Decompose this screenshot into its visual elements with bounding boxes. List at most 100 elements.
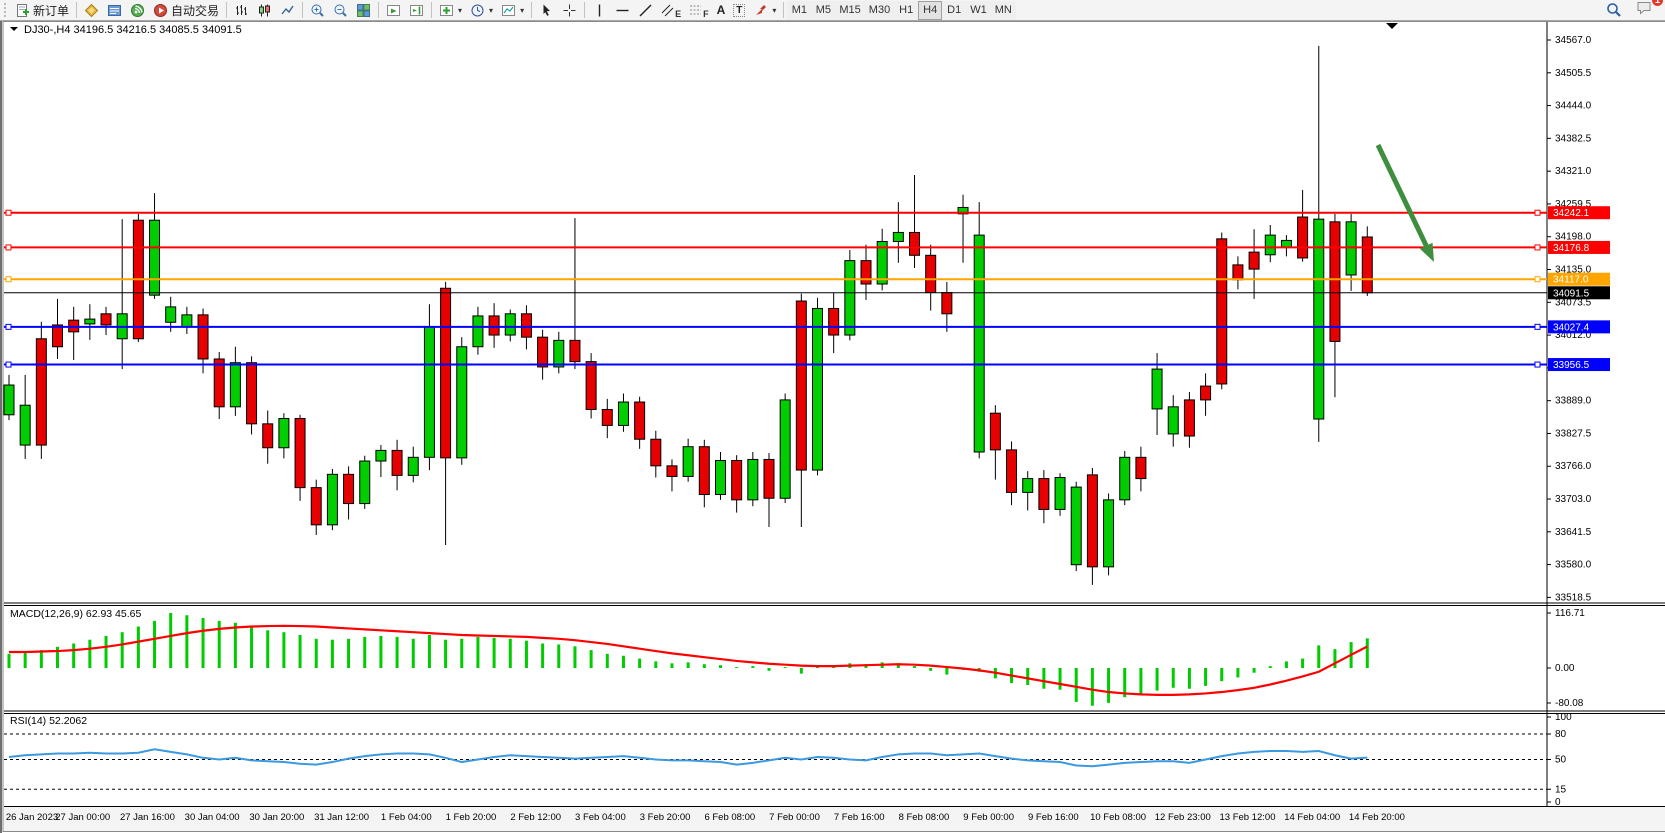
search-button[interactable] [1602, 1, 1626, 20]
time-tick-label: 2 Feb 12:00 [510, 812, 561, 823]
candle-bearish [601, 408, 613, 426]
zoom-out-button[interactable] [329, 1, 352, 20]
annotation-arrow[interactable] [1375, 143, 1432, 255]
candle-bearish [650, 438, 662, 467]
terminal-button[interactable] [103, 1, 126, 20]
line-anchor-marker[interactable] [5, 323, 12, 330]
line-anchor-marker[interactable] [1534, 244, 1541, 251]
candle-bearish [698, 446, 710, 496]
candlestick-chart-button[interactable] [253, 1, 276, 20]
text-label-button[interactable]: T [729, 1, 749, 20]
vertical-line-button[interactable] [588, 1, 611, 20]
market-watch-button[interactable] [80, 1, 103, 20]
price-axis[interactable]: 34567.0 34505.5 34444.0 34382.5 34321.0 34259… [1547, 35, 1592, 603]
trendline-button[interactable] [634, 1, 657, 20]
candle-bearish [1232, 264, 1244, 281]
candle-bearish [1297, 216, 1309, 259]
arrows-button[interactable]: ▾ [749, 1, 780, 20]
time-tick-label: 1 Feb 04:00 [381, 812, 432, 823]
new-order-button[interactable]: 新订单 [11, 1, 73, 20]
candle-bullish [1280, 239, 1292, 248]
line-anchor-marker[interactable] [5, 276, 12, 283]
chart-title: DJ30-,H4 34196.5 34216.5 34085.5 34091.5 [24, 24, 242, 36]
candle-bearish [666, 465, 678, 477]
bar-chart-button[interactable] [230, 1, 253, 20]
notification-badge: 1 [1652, 0, 1663, 6]
timeframe-button-M15[interactable]: M15 [835, 0, 865, 20]
line-anchor-marker[interactable] [1534, 323, 1541, 330]
price-tick-label: 33703.0 [1555, 494, 1592, 505]
timeframe-button-H1[interactable]: H1 [894, 0, 919, 20]
price-tick-label: 34259.5 [1555, 199, 1592, 210]
crosshair-button[interactable] [558, 1, 581, 20]
candle-bearish [440, 287, 452, 459]
candle-bearish [1361, 236, 1373, 294]
line-anchor-marker[interactable] [1534, 209, 1541, 216]
macd-scale-label: 116.71 [1555, 608, 1585, 619]
notifications-button[interactable] [1632, 0, 1657, 18]
timeframe-button-W1[interactable]: W1 [966, 0, 991, 20]
timeframe-button-M5[interactable]: M5 [811, 0, 836, 20]
candle-bullish [1070, 486, 1082, 566]
toolbar-separator [431, 2, 433, 18]
line-chart-button[interactable] [276, 1, 299, 20]
candle-bullish [876, 240, 888, 285]
text-button[interactable]: A [713, 1, 730, 20]
timeframe-button-M1[interactable]: M1 [787, 0, 812, 20]
line-anchor-marker[interactable] [1534, 361, 1541, 368]
price-tick-label: 34321.0 [1555, 166, 1592, 177]
indicators-button[interactable]: ▾ [435, 1, 466, 20]
annotation-arrow-head[interactable] [1419, 242, 1434, 262]
candle-bearish [1200, 385, 1212, 401]
price-level-lines [4, 209, 1547, 368]
candle-bearish [52, 324, 64, 348]
candle-bullish [165, 306, 177, 323]
new-order-icon [17, 3, 29, 17]
timeframe-button-H4[interactable]: H4 [918, 0, 943, 20]
timeframe-button-D1[interactable]: D1 [942, 0, 967, 20]
timeframe-button-MN[interactable]: MN [990, 0, 1016, 20]
symbol-dropdown-icon[interactable] [10, 27, 18, 31]
time-tick-label: 13 Feb 12:00 [1219, 812, 1275, 823]
zoom-in-button[interactable] [306, 1, 329, 20]
cursor-icon [543, 4, 551, 16]
macd-panel: MACD(12,26,9) 62.93 45.65 116.71 0.00 -80.0… [7, 608, 1585, 709]
line-anchor-marker[interactable] [5, 209, 12, 216]
auto-trading-button[interactable]: 自动交易 [149, 1, 223, 20]
chart-shift-marker[interactable] [1386, 23, 1398, 29]
tile-windows-button[interactable] [352, 1, 375, 20]
candle-bearish [310, 487, 322, 526]
candle-bullish [1054, 477, 1066, 510]
candle-bullish [84, 318, 96, 325]
candle-bullish [779, 399, 791, 499]
toolbar-right: 1 [1602, 0, 1663, 21]
candle-bullish [407, 456, 419, 476]
fibonacci-button[interactable]: F [685, 1, 713, 20]
line-anchor-marker[interactable] [5, 244, 12, 251]
horizontal-line-button[interactable] [611, 1, 634, 20]
time-tick-label: 3 Feb 04:00 [575, 812, 626, 823]
price-tick-label: 34012.0 [1555, 330, 1592, 341]
chevron-down-icon: ▾ [520, 5, 525, 15]
line-anchor-marker[interactable] [5, 361, 12, 368]
price-line-badge [1548, 272, 1610, 286]
time-tick-label: 14 Feb 20:00 [1349, 812, 1405, 823]
periods-button[interactable]: ▾ [466, 1, 497, 20]
equidistant-channel-button[interactable]: E [657, 1, 685, 20]
vertical-line-icon [598, 4, 601, 16]
rsi-scale-label: 50 [1555, 755, 1567, 766]
line-anchor-marker[interactable] [1534, 276, 1541, 283]
price-tick-label: 33580.0 [1555, 560, 1592, 571]
signals-button[interactable] [126, 1, 149, 20]
chart-shift-button[interactable] [405, 1, 428, 20]
price-axis-badges: 34242.1 34176.8 34117.0 34027.4 33956.5 34091… [1548, 206, 1610, 372]
candle-bearish [731, 460, 743, 501]
timeframe-group: M1 M5 M15 M30 H1 H4 D1 W1 MN [787, 0, 1016, 20]
time-tick-label: 26 Jan 2023 [6, 812, 58, 823]
timeframe-button-M30[interactable]: M30 [864, 0, 895, 20]
cursor-button[interactable] [535, 1, 558, 20]
templates-button[interactable]: ▾ [497, 1, 528, 20]
auto-scroll-button[interactable] [382, 1, 405, 20]
text-tool-label: A [716, 3, 726, 17]
